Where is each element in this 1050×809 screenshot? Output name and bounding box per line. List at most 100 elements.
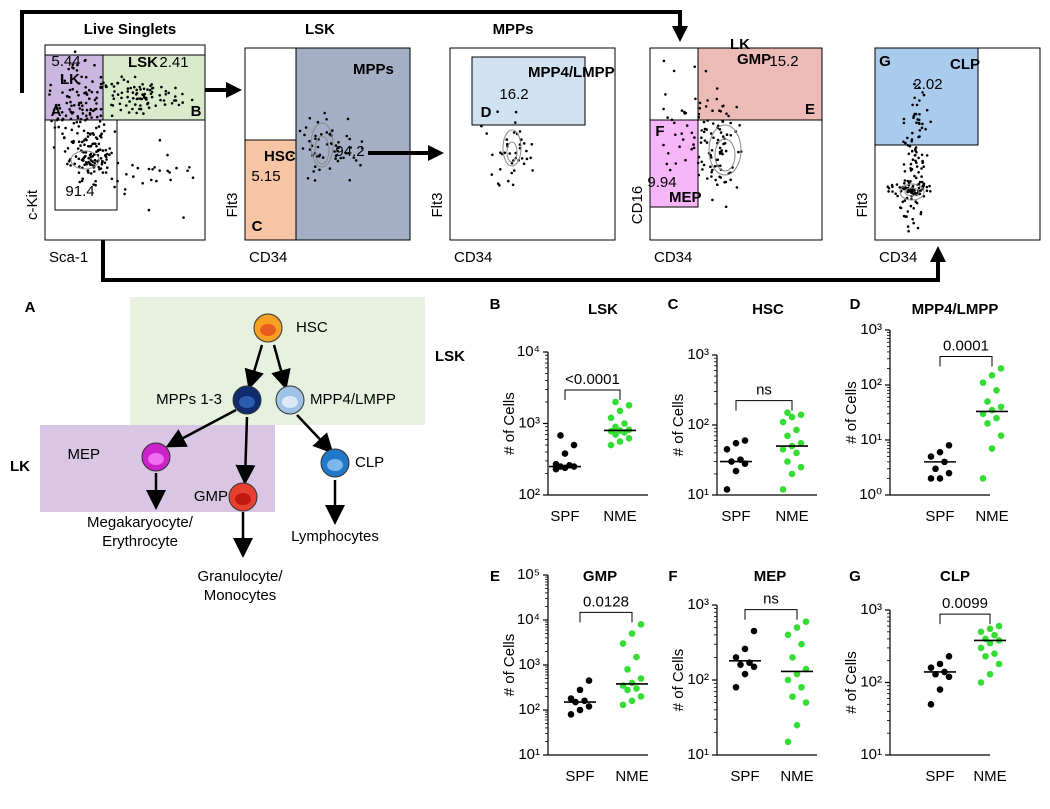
event-dot [77, 93, 80, 97]
event-dot [75, 90, 79, 94]
event-dot [896, 194, 899, 198]
event-dot [77, 171, 81, 174]
panel-letter: A [25, 299, 36, 316]
event-dot [123, 192, 126, 196]
event-dot [61, 132, 64, 135]
event-dot [719, 110, 722, 113]
event-dot [910, 139, 913, 143]
event-dot [125, 104, 128, 107]
event-dot [298, 129, 302, 133]
event-dot [69, 164, 72, 167]
data-point [621, 420, 628, 427]
event-dot [71, 87, 74, 91]
event-dot [899, 206, 903, 210]
event-dot [727, 114, 730, 118]
event-dot [697, 173, 701, 177]
event-dot [98, 120, 102, 123]
event-dot [915, 103, 919, 107]
event-dot [112, 97, 116, 100]
event-dot [918, 99, 921, 102]
data-point [732, 683, 740, 691]
outcome-label: Erythrocyte [102, 533, 178, 550]
event-dot [913, 112, 916, 116]
event-dot [352, 156, 356, 159]
event-dot [924, 127, 927, 131]
event-dot [93, 170, 96, 173]
event-dot [126, 80, 130, 83]
data-point [788, 413, 796, 421]
event-dot [715, 87, 719, 90]
event-dot [154, 104, 157, 107]
event-dot [92, 133, 95, 136]
event-dot [912, 207, 915, 210]
event-dot [333, 150, 336, 153]
event-dot [667, 152, 670, 155]
event-dot [913, 96, 916, 100]
event-dot [719, 164, 722, 167]
event-dot [131, 107, 134, 111]
data-point [637, 621, 645, 628]
y-tick-label: 10³ [860, 601, 882, 618]
lineage-arrow [235, 416, 256, 485]
y-tick-label: 10² [687, 671, 709, 688]
event-dot [89, 172, 93, 175]
event-dot [70, 128, 74, 132]
event-dot [914, 148, 917, 151]
event-dot [88, 113, 92, 116]
y-tick-label: 10² [518, 701, 540, 718]
data-point [936, 660, 944, 668]
event-dot [890, 183, 894, 187]
significance-bracket [939, 613, 991, 625]
data-point [798, 640, 805, 648]
event-dot [101, 171, 105, 174]
event-dot [87, 156, 91, 160]
data-point [932, 465, 939, 473]
cell-nucleus [282, 396, 298, 408]
event-dot [491, 153, 494, 157]
data-point [986, 670, 994, 678]
event-dot [895, 183, 899, 186]
event-dot [662, 143, 665, 147]
event-dot [906, 210, 910, 213]
event-dot [716, 138, 720, 142]
density-contour [708, 124, 742, 176]
event-dot [706, 177, 709, 180]
data-point [784, 738, 792, 746]
event-dot [170, 102, 174, 105]
event-dot [85, 162, 88, 166]
event-dot [334, 144, 338, 147]
event-dot [120, 75, 123, 78]
event-dot [191, 176, 195, 179]
event-dot [904, 215, 907, 218]
event-dot [522, 142, 526, 145]
event-dot [63, 79, 67, 83]
data-point [927, 475, 935, 482]
panel-title: Live Singlets [84, 21, 177, 38]
event-dot [721, 135, 725, 138]
event-dot [702, 163, 706, 167]
event-dot [125, 173, 128, 176]
event-dot [662, 107, 665, 111]
data-point [566, 462, 573, 469]
data-point [784, 458, 791, 465]
panel-letter: D [850, 296, 861, 313]
event-dot [136, 166, 140, 170]
event-dot [108, 153, 111, 156]
data-point [945, 652, 953, 660]
event-dot [665, 162, 669, 166]
data-point [619, 640, 627, 647]
event-dot [85, 138, 88, 142]
event-dot [725, 112, 728, 115]
event-dot [911, 103, 914, 107]
event-dot [672, 69, 676, 73]
event-dot [100, 86, 104, 89]
data-point [723, 445, 731, 453]
data-point [784, 631, 792, 639]
event-dot [720, 149, 723, 152]
event-dot [139, 88, 142, 91]
event-dot [77, 103, 81, 107]
event-dot [96, 148, 100, 152]
event-dot [710, 156, 713, 159]
data-point [612, 398, 619, 406]
event-dot [147, 106, 151, 109]
